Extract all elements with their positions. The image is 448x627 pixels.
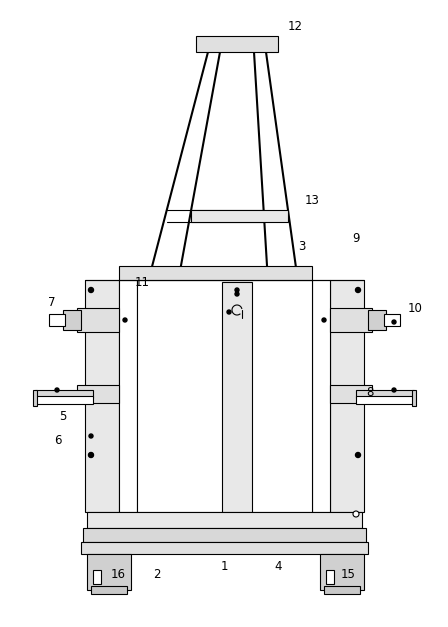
Text: 15: 15 (340, 569, 355, 581)
Text: 13: 13 (305, 194, 319, 206)
Bar (222, 282, 252, 512)
Text: 1: 1 (220, 559, 228, 572)
Text: 9: 9 (352, 231, 360, 245)
Bar (368, 310, 386, 330)
Bar (196, 36, 278, 52)
Bar (384, 314, 400, 326)
Bar (87, 554, 131, 590)
Circle shape (89, 453, 93, 457)
Text: 6: 6 (54, 433, 62, 446)
Text: 4: 4 (274, 559, 282, 572)
Text: 16: 16 (111, 569, 125, 581)
Bar (330, 385, 372, 403)
Text: 10: 10 (408, 302, 422, 315)
Bar (35, 396, 93, 404)
Bar (83, 528, 366, 542)
Bar (77, 308, 119, 332)
Bar (77, 385, 119, 403)
Circle shape (89, 453, 94, 458)
Bar (85, 280, 119, 512)
Circle shape (356, 453, 361, 458)
Bar (119, 280, 137, 512)
Circle shape (89, 434, 93, 438)
Circle shape (55, 388, 59, 392)
Circle shape (356, 288, 361, 293)
Bar (93, 570, 101, 584)
Bar (87, 512, 362, 528)
Bar (312, 280, 330, 512)
Circle shape (227, 310, 231, 314)
Text: 2: 2 (153, 569, 161, 581)
Bar (330, 308, 372, 332)
Circle shape (123, 318, 127, 322)
Circle shape (235, 292, 239, 296)
Circle shape (235, 288, 239, 292)
Bar (33, 390, 37, 406)
Circle shape (353, 511, 359, 517)
Bar (412, 390, 416, 406)
Bar (91, 586, 127, 594)
Circle shape (89, 288, 94, 293)
Bar (356, 396, 414, 404)
Bar (49, 314, 65, 326)
Bar (326, 570, 334, 584)
Bar (119, 266, 312, 280)
Bar (356, 390, 414, 398)
Text: 12: 12 (288, 19, 302, 33)
Text: 5: 5 (59, 411, 67, 423)
Bar (330, 280, 364, 512)
Text: 11: 11 (134, 277, 150, 290)
Bar (63, 310, 81, 330)
Bar (191, 210, 288, 222)
Bar (81, 542, 368, 554)
Bar (35, 390, 93, 398)
Text: 8: 8 (366, 386, 374, 399)
Bar (324, 586, 360, 594)
Bar (320, 554, 364, 590)
Circle shape (392, 320, 396, 324)
Circle shape (392, 388, 396, 392)
Text: 7: 7 (48, 295, 56, 308)
Text: 3: 3 (298, 240, 306, 253)
Bar (137, 280, 312, 512)
Circle shape (322, 318, 326, 322)
